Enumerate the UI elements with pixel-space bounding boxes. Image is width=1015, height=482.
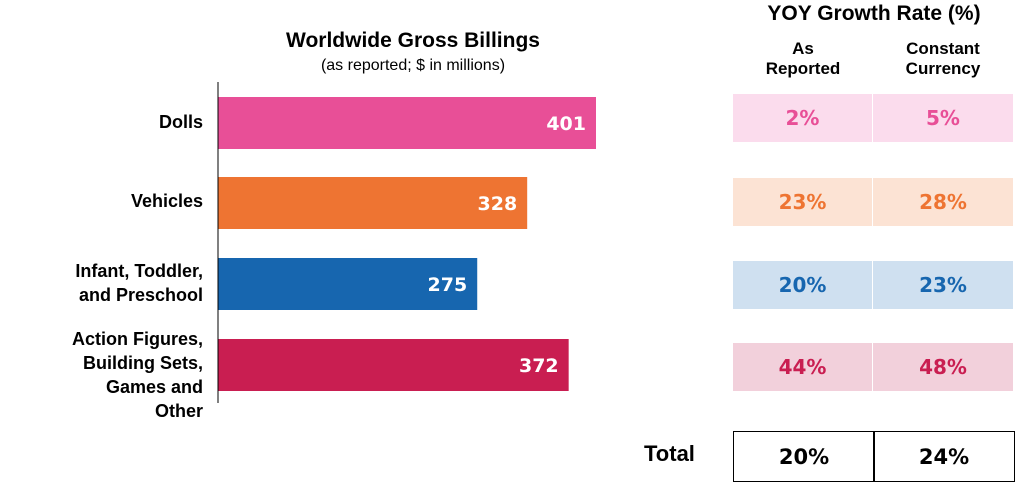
total-constant-currency: 24% <box>873 431 1015 482</box>
category-label-line: Dolls <box>158 112 203 132</box>
chart-title: Worldwide Gross Billings <box>286 29 540 52</box>
bar-value-label: 372 <box>519 355 559 377</box>
yoy-cell-as-reported: 44% <box>733 343 873 391</box>
yoy-cell-constant-currency: 48% <box>873 343 1013 391</box>
total-as-reported: 20% <box>733 431 875 482</box>
bar-value-label: 328 <box>478 193 518 215</box>
category-label: Dolls <box>159 110 203 134</box>
category-label-line: Action Figures, <box>71 329 203 349</box>
category-label-line: Infant, Toddler, <box>75 261 203 281</box>
col-head-line: Constant <box>906 39 980 58</box>
yoy-cell-constant-currency: 23% <box>873 261 1013 309</box>
category-label-line: and Preschool <box>78 285 203 305</box>
yoy-title: YOY Growth Rate (%) <box>767 2 981 25</box>
bar <box>218 177 528 229</box>
category-label-line: Building Sets, <box>82 353 203 373</box>
bar-chart: 401 328 275 372 <box>217 82 596 403</box>
chart-subtitle: (as reported; $ in millions) <box>320 57 506 74</box>
yoy-cell-as-reported: 23% <box>733 178 873 226</box>
category-label-line: Other <box>154 401 203 421</box>
yoy-cell-constant-currency: 5% <box>873 94 1013 142</box>
col-head-line: Reported <box>765 59 841 78</box>
category-label: Action Figures, Building Sets, Games and Ot… <box>72 327 203 423</box>
yoy-col-head-as-reported: As Reported <box>733 39 873 79</box>
category-label-line: Games and <box>105 377 203 397</box>
col-head-line: Currency <box>905 59 981 78</box>
bar <box>218 97 596 149</box>
yoy-cell-as-reported: 2% <box>733 94 873 142</box>
bar-value-label: 401 <box>546 113 586 135</box>
yoy-cell-as-reported: 20% <box>733 261 873 309</box>
yoy-cell-constant-currency: 28% <box>873 178 1013 226</box>
yoy-col-head-constant-currency: Constant Currency <box>873 39 1013 79</box>
col-head-line: As <box>792 39 814 58</box>
bar <box>218 339 569 391</box>
category-label-line: Vehicles <box>130 191 203 211</box>
total-label: Total <box>644 441 695 466</box>
category-label: Infant, Toddler, and Preschool <box>75 259 203 307</box>
category-label: Vehicles <box>131 189 203 213</box>
bar-value-label: 275 <box>428 274 468 296</box>
bar <box>218 258 478 310</box>
